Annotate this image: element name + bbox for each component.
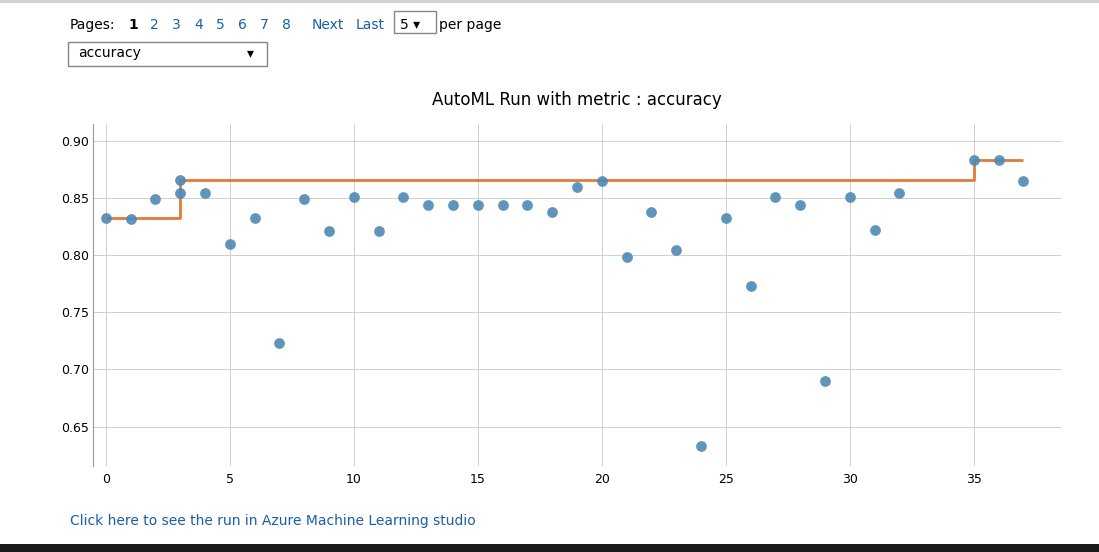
Text: 4: 4: [195, 18, 202, 32]
Point: [146, 195, 164, 204]
Point: [221, 240, 238, 248]
Point: [369, 227, 387, 236]
Point: [296, 195, 313, 204]
Point: [320, 227, 337, 236]
Text: 5: 5: [217, 18, 225, 32]
Point: [717, 213, 734, 222]
Point: [593, 177, 611, 185]
Text: 5 ▾: 5 ▾: [400, 18, 420, 32]
Text: 6: 6: [238, 18, 247, 32]
Text: 3: 3: [173, 18, 180, 32]
Text: ▾: ▾: [247, 46, 254, 60]
Text: Next: Next: [312, 18, 344, 32]
Point: [122, 215, 140, 224]
Text: 1: 1: [127, 18, 137, 32]
Point: [519, 201, 536, 210]
Point: [692, 442, 710, 450]
Text: accuracy: accuracy: [78, 46, 141, 60]
Point: [97, 213, 114, 222]
Point: [543, 208, 560, 216]
Point: [420, 201, 437, 210]
Text: per page: per page: [439, 18, 501, 32]
Point: [469, 201, 487, 210]
Point: [197, 188, 214, 197]
Point: [643, 208, 660, 216]
Point: [767, 193, 785, 201]
Text: Pages:: Pages:: [70, 18, 115, 32]
Point: [493, 201, 511, 210]
Point: [568, 183, 586, 192]
Title: AutoML Run with metric : accuracy: AutoML Run with metric : accuracy: [432, 91, 722, 109]
Point: [841, 193, 858, 201]
Point: [742, 282, 759, 290]
Point: [817, 376, 834, 385]
Point: [1014, 177, 1032, 185]
Point: [444, 201, 462, 210]
Point: [890, 188, 908, 197]
Point: [171, 176, 189, 184]
Text: Click here to see the run in Azure Machine Learning studio: Click here to see the run in Azure Machi…: [70, 514, 476, 528]
Text: Last: Last: [356, 18, 385, 32]
Point: [791, 201, 809, 210]
Point: [395, 193, 412, 201]
Point: [990, 155, 1008, 164]
Text: 7: 7: [260, 18, 269, 32]
Point: [618, 252, 635, 261]
Point: [866, 226, 884, 235]
Point: [171, 188, 189, 197]
Point: [345, 193, 363, 201]
Point: [246, 213, 264, 222]
Point: [667, 245, 685, 254]
Point: [270, 339, 288, 348]
Text: 8: 8: [282, 18, 291, 32]
Point: [965, 155, 983, 164]
Text: 2: 2: [149, 18, 158, 32]
